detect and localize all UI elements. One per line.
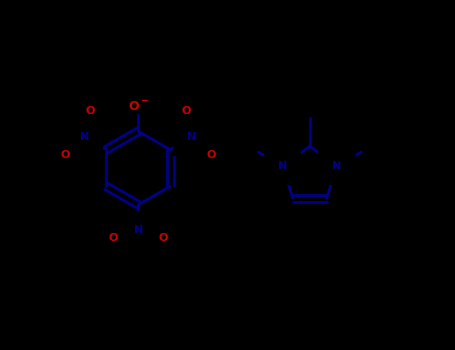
FancyBboxPatch shape [145, 219, 182, 256]
Text: N: N [134, 225, 143, 235]
FancyBboxPatch shape [66, 118, 103, 155]
Text: O: O [158, 233, 168, 243]
FancyBboxPatch shape [192, 136, 230, 173]
FancyBboxPatch shape [120, 211, 157, 248]
FancyBboxPatch shape [95, 219, 132, 256]
Text: O: O [207, 150, 216, 160]
FancyBboxPatch shape [318, 148, 356, 185]
Text: O: O [182, 106, 191, 117]
Text: O: O [128, 100, 139, 113]
FancyBboxPatch shape [72, 93, 109, 130]
Text: N: N [278, 161, 287, 171]
FancyBboxPatch shape [173, 118, 211, 155]
Text: O: O [61, 150, 70, 160]
Text: O: O [109, 233, 118, 243]
Text: −: − [141, 96, 149, 106]
Text: O: O [86, 106, 95, 117]
FancyBboxPatch shape [168, 93, 205, 130]
Text: N: N [187, 132, 197, 142]
FancyBboxPatch shape [264, 148, 301, 185]
FancyBboxPatch shape [121, 100, 156, 114]
Text: N: N [80, 132, 89, 142]
FancyBboxPatch shape [47, 136, 84, 173]
Text: N: N [333, 161, 342, 171]
